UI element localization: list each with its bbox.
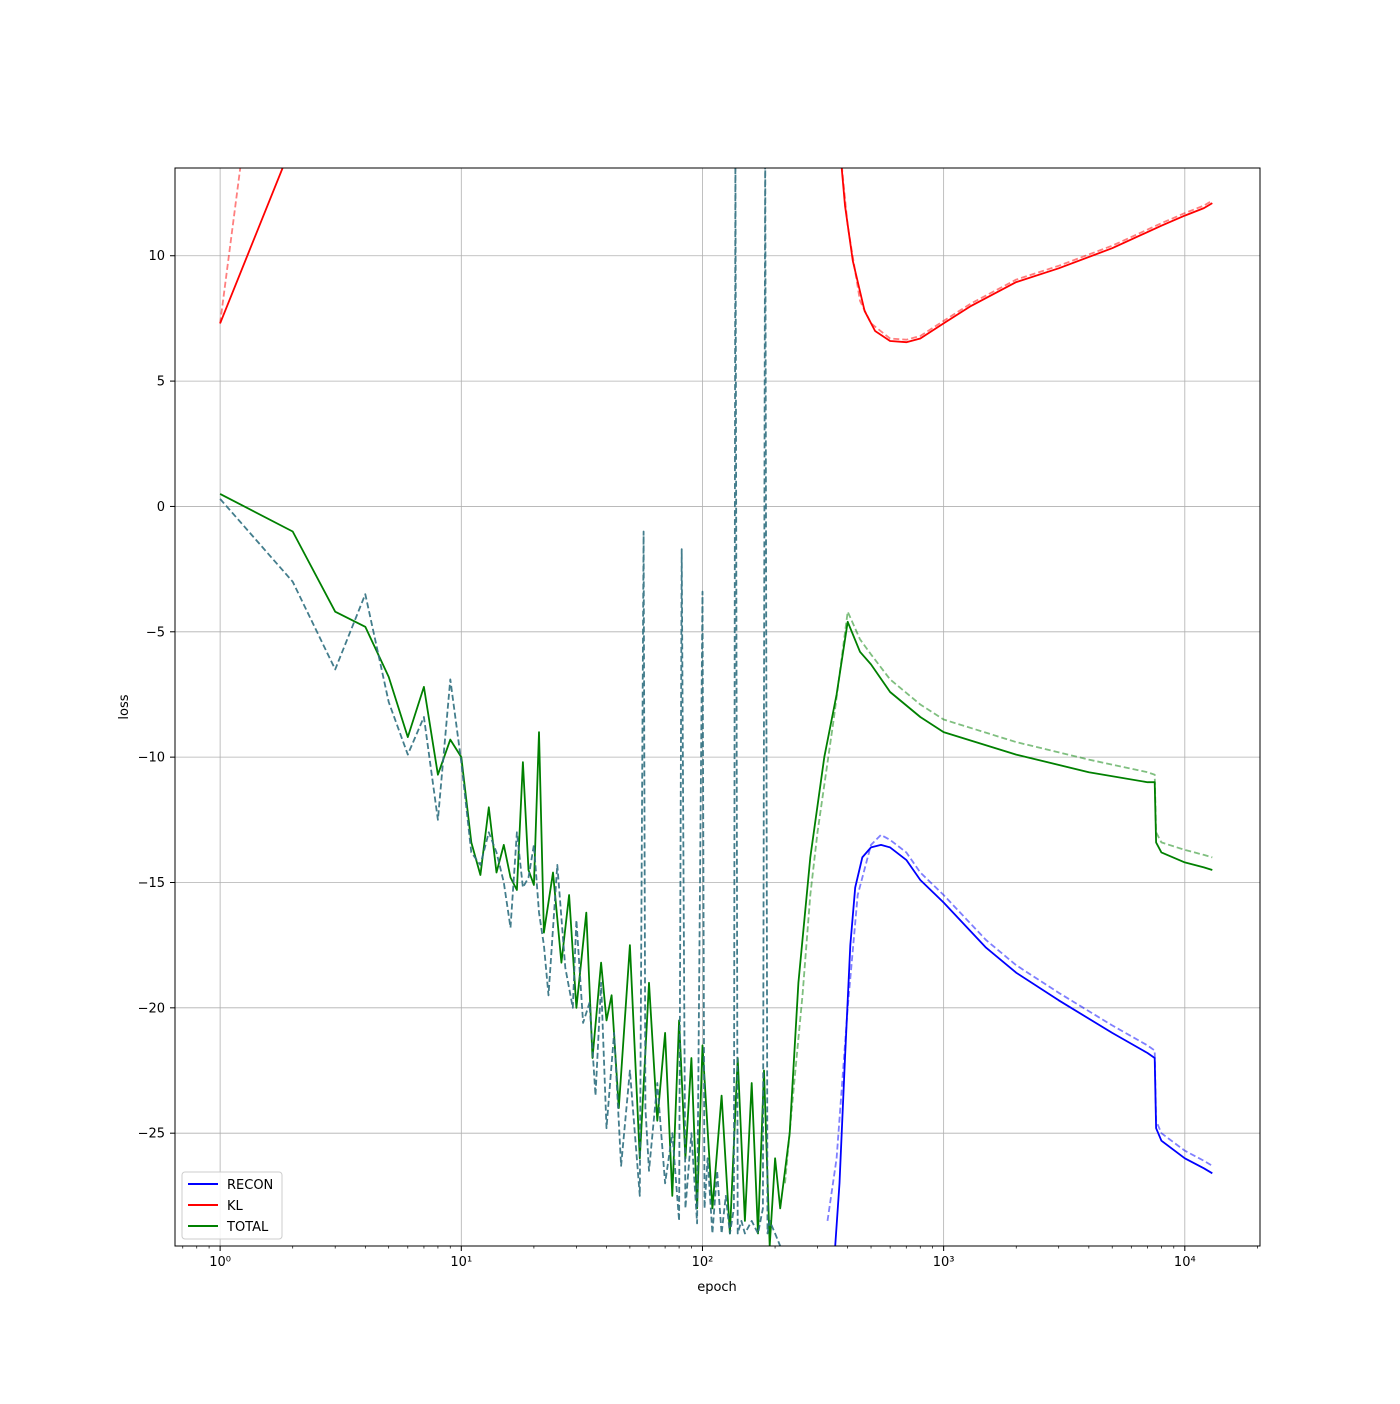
x-tick-label: 10²: [692, 1255, 714, 1270]
x-tick-label: 10⁴: [1174, 1255, 1196, 1270]
series-line-kl_val: [219, 168, 1213, 341]
legend-box: [181, 1171, 283, 1240]
y-tick-label: −10: [138, 751, 165, 766]
series-line-recon_early: [219, 168, 782, 1246]
series-lines: [219, 168, 1213, 1246]
x-tick-label: 10³: [933, 1255, 955, 1270]
grid-lines: [175, 168, 1260, 1246]
plot-frame: [174, 167, 1261, 1247]
legend-label-total: TOTAL: [226, 1220, 269, 1235]
y-tick-label: −20: [138, 1001, 165, 1016]
x-tick-label: 10⁰: [209, 1255, 231, 1270]
legend-label-recon: RECON: [227, 1178, 273, 1193]
y-axis-label: loss: [117, 694, 132, 719]
series-line-recon_val: [826, 834, 1213, 1222]
series-line-recon_train: [834, 844, 1213, 1246]
series-line-total_train: [219, 493, 1213, 1246]
x-tick-label: 10¹: [450, 1255, 472, 1270]
y-tick-label: 0: [157, 500, 165, 515]
axis-ticks: 10⁰ 10¹ 10² 10³ 10⁴ 10 5 0 −5 −10 −15 −20 −25: [138, 249, 1258, 1270]
y-tick-label: −5: [146, 625, 165, 640]
series-line-kl_train: [219, 168, 1213, 344]
y-tick-label: −25: [138, 1127, 165, 1142]
y-tick-label: 10: [148, 249, 165, 264]
legend: RECON KL TOTAL: [181, 1171, 283, 1240]
y-tick-label: −15: [138, 876, 165, 891]
legend-label-kl: KL: [227, 1199, 244, 1214]
series-line-total_val: [784, 610, 1213, 1184]
x-axis-label: epoch: [697, 1280, 737, 1295]
y-tick-label: 5: [157, 375, 165, 390]
